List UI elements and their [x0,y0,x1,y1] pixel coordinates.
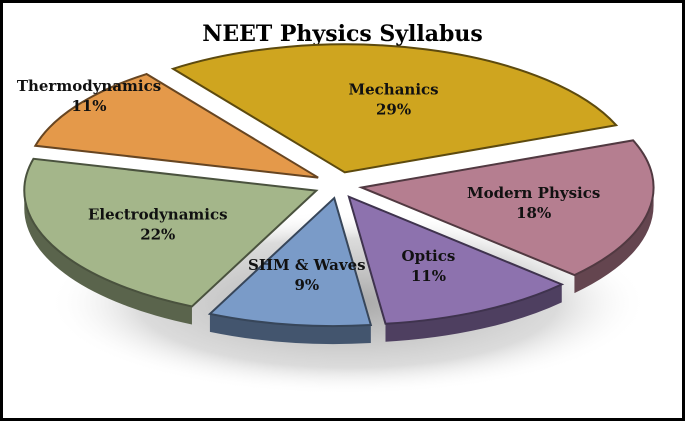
pie-slice-top [347,195,565,325]
slice-label-modern-physics: Modern Physics [467,184,600,202]
slice-value-optics: 11% [411,267,446,285]
chart-title: NEET Physics Syllabus [202,21,483,47]
pie-slice-side [24,190,192,325]
pie-chart: Mechanics 29% Modern Physics 18% Optics 11% SH… [17,43,655,395]
pie-slice-shm-waves [207,196,373,345]
pie-slice-top [33,72,319,179]
pie-slice-top [23,157,319,308]
slice-label-thermodynamics: Thermodynamics [17,77,161,95]
pie-slice-modern-physics [357,139,655,294]
slice-label-shm-waves: SHM & Waves [248,256,366,274]
slice-value-electrodynamics: 22% [140,225,175,243]
pie-slice-side [574,187,654,294]
slice-label-mechanics: Mechanics [349,81,439,99]
pie-slice-top [357,139,655,277]
slice-label-optics: Optics [402,247,456,265]
slice-value-thermodynamics: 11% [71,97,106,115]
pie-slice-mechanics [170,43,619,174]
pie-slice-optics [347,195,565,342]
pie-slice-top [170,43,619,174]
pie-slice-electrodynamics [23,157,319,325]
slice-value-mechanics: 29% [376,101,411,119]
slice-value-modern-physics: 18% [516,204,551,222]
pie-slice-top [207,196,373,328]
slice-value-shm-waves: 9% [294,276,319,294]
slice-label-electrodynamics: Electrodynamics [88,205,228,223]
pie-slice-thermodynamics [33,72,319,179]
